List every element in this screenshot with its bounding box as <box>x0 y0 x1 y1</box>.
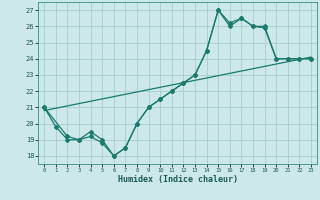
X-axis label: Humidex (Indice chaleur): Humidex (Indice chaleur) <box>118 175 238 184</box>
